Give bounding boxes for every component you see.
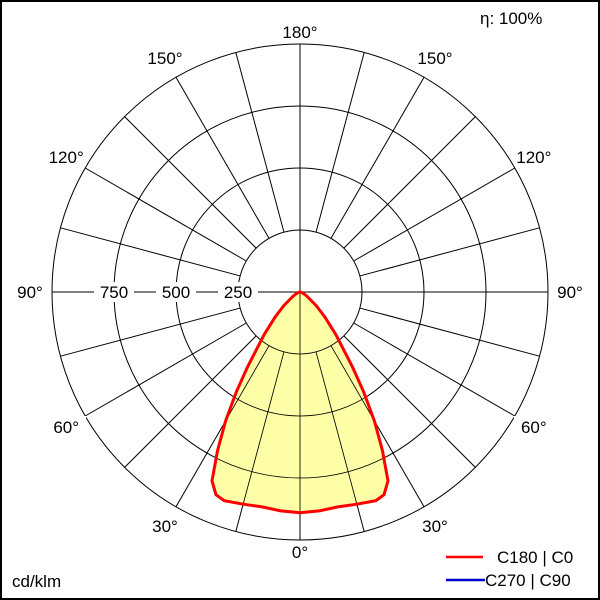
grid-spoke-overlay-15 — [315, 351, 365, 513]
radial-label-bg-250 — [218, 282, 258, 302]
angle-label-bg-30 — [145, 514, 185, 535]
grid-spoke-overlay-345 — [235, 351, 285, 513]
grid-spoke-75 — [359, 307, 540, 357]
angle-label-bg-150 — [415, 47, 455, 68]
legend-label-c180-c0: C180 | C0 — [497, 548, 573, 567]
curve-c180-c0 — [210, 290, 390, 515]
angle-label-bg-90 — [550, 281, 590, 301]
grid-spoke-135 — [343, 116, 476, 249]
angle-label-180-right: 180° — [282, 23, 317, 42]
angle-label-bg-0 — [280, 541, 320, 561]
radial-tick-label-500: 500 — [162, 283, 190, 302]
labels: 250 500 750 180° 150° 150° 120° 120° 90° 90° 60° 60… — [10, 21, 590, 562]
angle-label-90-left: 90° — [17, 283, 43, 302]
angle-label-bg-150 — [145, 47, 185, 68]
angle-label-150-left: 150° — [147, 49, 182, 68]
angle-label-90-right: 90° — [557, 283, 583, 302]
grid-spoke-195 — [235, 52, 285, 233]
grid-spoke-285 — [60, 307, 241, 357]
radial-tick-label-750: 750 — [100, 283, 128, 302]
efficiency-label: η: 100% — [480, 9, 542, 28]
angle-label-bg-60 — [513, 416, 554, 436]
grid-spoke-105 — [359, 227, 540, 277]
grid-spoke-225 — [124, 116, 257, 249]
angle-label-bg-60 — [46, 416, 87, 436]
angle-label-60-right: 60° — [521, 418, 547, 437]
unit-label: cd/klm — [12, 572, 61, 591]
curves — [210, 290, 390, 515]
grid-spoke-210 — [175, 76, 270, 239]
angle-label-bg-120 — [46, 146, 87, 166]
angle-label-30-right: 30° — [422, 517, 448, 536]
radial-tick-label-250: 250 — [224, 283, 252, 302]
radial-label-bg-500 — [156, 282, 196, 302]
angle-label-bg-120 — [513, 146, 554, 166]
angle-label-30-left: 30° — [152, 517, 178, 536]
angle-label-150-right: 150° — [417, 49, 452, 68]
grid-spoke-165 — [315, 52, 365, 233]
angle-label-bg-180 — [280, 21, 320, 41]
grid-spoke-300 — [84, 322, 247, 417]
grid-spoke-255 — [60, 227, 241, 277]
grid-spoke-150 — [330, 76, 425, 239]
legend: C180 | C0 C270 | C90 — [446, 548, 573, 590]
grid-spoke-315 — [124, 335, 257, 468]
grid-spoke-45 — [343, 335, 476, 468]
grid-spoke-120 — [353, 167, 516, 262]
angle-label-0-right: 0° — [292, 543, 308, 562]
radial-label-bg-750 — [94, 282, 134, 302]
grid-spoke-240 — [84, 167, 247, 262]
legend-label-c270-c90: C270 | C90 — [485, 571, 571, 590]
polar-grid — [51, 43, 549, 541]
angle-label-60-left: 60° — [53, 418, 79, 437]
angle-label-120-right: 120° — [516, 148, 551, 167]
angle-label-bg-90 — [10, 281, 50, 301]
angle-label-bg-30 — [415, 514, 455, 535]
angle-label-120-left: 120° — [49, 148, 84, 167]
grid-spoke-60 — [353, 322, 516, 417]
